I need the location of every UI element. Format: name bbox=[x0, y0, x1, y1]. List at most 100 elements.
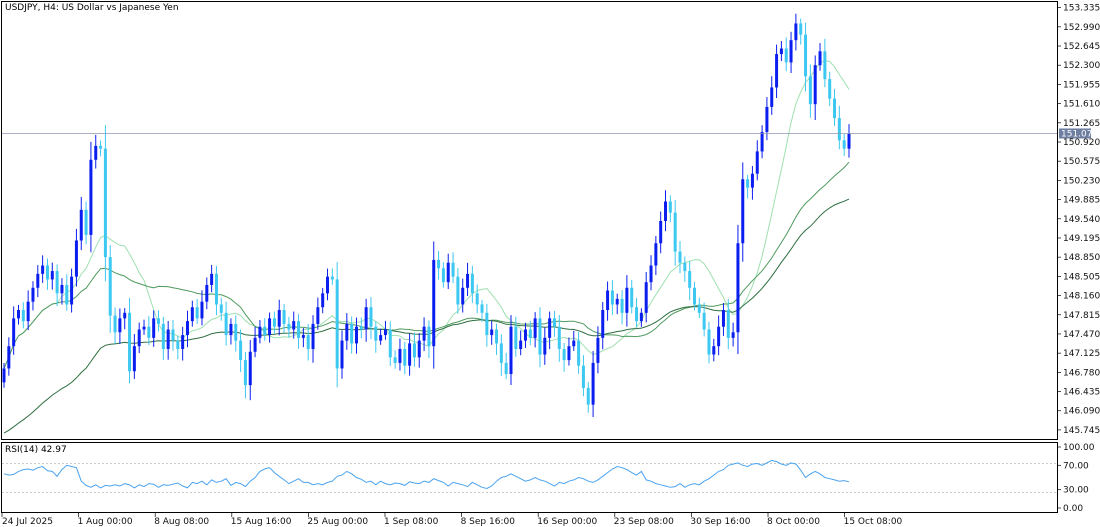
price-tick-label: 147.125 bbox=[1063, 349, 1100, 359]
candle bbox=[60, 278, 64, 305]
candle bbox=[833, 88, 837, 126]
candle bbox=[697, 297, 701, 318]
time-tick-label: 30 Sep 16:00 bbox=[690, 517, 750, 527]
candle bbox=[108, 245, 112, 333]
candle bbox=[828, 71, 832, 106]
candle bbox=[26, 290, 30, 331]
rsi-line bbox=[3, 459, 850, 490]
candle bbox=[272, 311, 276, 334]
rsi-panel[interactable]: RSI(14) 42.97 100.00 70.00 30.00 0.00 bbox=[1, 442, 1095, 515]
candle bbox=[683, 256, 687, 282]
candle bbox=[625, 275, 629, 327]
candle bbox=[543, 327, 547, 365]
candle bbox=[219, 297, 223, 321]
candle bbox=[190, 300, 194, 327]
candle bbox=[403, 342, 407, 375]
candle bbox=[369, 297, 373, 340]
candle bbox=[673, 200, 677, 266]
chart-title: USDJPY, H4: US Dollar vs Japanese Yen bbox=[5, 3, 179, 13]
candle bbox=[804, 22, 808, 92]
candle bbox=[847, 124, 851, 158]
candle bbox=[417, 333, 421, 368]
candle bbox=[437, 250, 441, 280]
candle bbox=[330, 268, 334, 285]
candle bbox=[422, 317, 426, 352]
candle bbox=[383, 320, 387, 340]
candle bbox=[210, 264, 214, 293]
rsi-tick-label: 100.00 bbox=[1063, 443, 1095, 453]
candle bbox=[21, 302, 25, 329]
candle bbox=[152, 310, 156, 347]
candle bbox=[770, 76, 774, 115]
candle bbox=[490, 320, 494, 345]
candle bbox=[239, 329, 243, 372]
candle bbox=[514, 316, 518, 357]
candle bbox=[41, 255, 45, 283]
candle bbox=[446, 253, 450, 290]
candle bbox=[321, 287, 325, 314]
candle bbox=[161, 316, 165, 360]
candle bbox=[692, 281, 696, 311]
candle bbox=[818, 43, 822, 71]
candle bbox=[137, 322, 141, 354]
candle bbox=[577, 331, 581, 374]
rsi-plot-frame bbox=[1, 442, 1058, 513]
candle bbox=[2, 363, 6, 388]
candle bbox=[707, 321, 711, 364]
candle bbox=[659, 211, 663, 254]
candle bbox=[654, 236, 658, 275]
candle bbox=[142, 319, 146, 335]
time-tick-label: 15 Oct 08:00 bbox=[844, 517, 903, 527]
candle bbox=[461, 278, 465, 313]
candle bbox=[248, 340, 252, 401]
price-tick-label: 149.195 bbox=[1063, 234, 1100, 244]
candle bbox=[350, 316, 354, 354]
candle bbox=[581, 355, 585, 397]
candle bbox=[195, 298, 199, 324]
candle bbox=[779, 41, 783, 62]
candle bbox=[702, 302, 706, 337]
candle bbox=[567, 337, 571, 366]
price-tick-label: 150.230 bbox=[1063, 176, 1100, 186]
candle bbox=[678, 241, 682, 274]
price-tick-label: 145.745 bbox=[1063, 426, 1100, 436]
candle bbox=[837, 105, 841, 150]
time-tick-label: 16 Sep 00:00 bbox=[537, 517, 597, 527]
current-price-label: 151.073 bbox=[1061, 129, 1098, 139]
price-tick-label: 151.610 bbox=[1063, 100, 1100, 110]
candle bbox=[504, 352, 508, 380]
candle bbox=[499, 334, 503, 376]
candle bbox=[7, 337, 11, 376]
time-tick-label: 23 Sep 08:00 bbox=[614, 517, 674, 527]
candle bbox=[668, 195, 672, 223]
candle bbox=[823, 38, 827, 88]
candle bbox=[263, 318, 267, 341]
price-tick-label: 150.920 bbox=[1063, 138, 1100, 148]
candle bbox=[205, 277, 209, 310]
candle bbox=[181, 326, 185, 361]
time-tick-label: 24 Jul 2025 bbox=[2, 517, 53, 527]
price-tick-label: 147.815 bbox=[1063, 311, 1100, 321]
candle bbox=[432, 241, 436, 369]
price-tick-label: 146.090 bbox=[1063, 407, 1100, 417]
time-tick-label: 25 Aug 00:00 bbox=[307, 517, 368, 527]
candle bbox=[466, 262, 470, 296]
ma-fast-line bbox=[3, 60, 850, 369]
rsi-tick-label: 30.00 bbox=[1063, 486, 1089, 496]
candle bbox=[456, 268, 460, 314]
candle bbox=[253, 326, 257, 358]
candle bbox=[157, 310, 161, 332]
price-tick-label: 146.435 bbox=[1063, 388, 1100, 398]
candle bbox=[282, 304, 286, 333]
moving-averages bbox=[3, 60, 850, 434]
price-tick-label: 146.780 bbox=[1063, 368, 1100, 378]
price-panel[interactable]: USDJPY, H4: US Dollar vs Japanese Yen 15… bbox=[1, 1, 1100, 440]
candle bbox=[65, 274, 69, 311]
candle bbox=[799, 18, 803, 45]
candle bbox=[364, 298, 368, 342]
candle bbox=[630, 279, 634, 314]
candle bbox=[234, 315, 238, 352]
candle bbox=[842, 134, 846, 157]
candle bbox=[70, 268, 74, 313]
